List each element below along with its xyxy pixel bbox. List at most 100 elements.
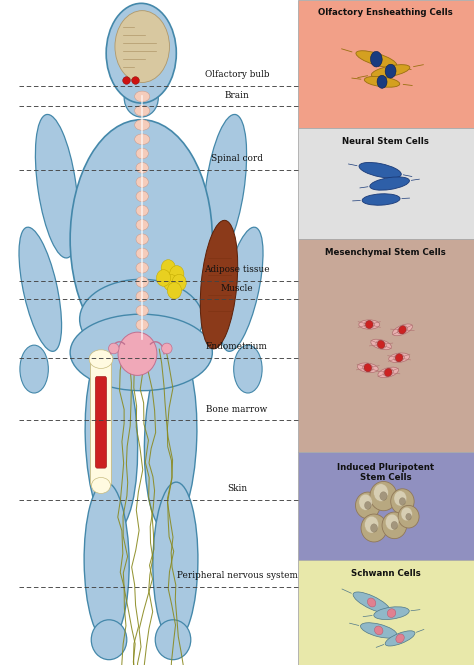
Ellipse shape bbox=[394, 354, 404, 362]
Ellipse shape bbox=[391, 489, 414, 514]
Ellipse shape bbox=[361, 514, 387, 542]
Ellipse shape bbox=[374, 606, 409, 620]
Ellipse shape bbox=[383, 368, 393, 376]
Bar bbox=[298, 128, 474, 239]
Text: Spinal cord: Spinal cord bbox=[211, 154, 263, 163]
Ellipse shape bbox=[378, 367, 399, 378]
Ellipse shape bbox=[109, 343, 119, 354]
Ellipse shape bbox=[362, 194, 400, 205]
Ellipse shape bbox=[36, 114, 78, 258]
Text: Olfactory Ensheathing Cells: Olfactory Ensheathing Cells bbox=[319, 8, 453, 17]
Ellipse shape bbox=[398, 505, 419, 528]
FancyBboxPatch shape bbox=[95, 376, 107, 468]
Ellipse shape bbox=[384, 368, 392, 376]
Ellipse shape bbox=[19, 227, 62, 351]
Bar bbox=[298, 560, 474, 665]
Ellipse shape bbox=[70, 315, 212, 391]
Ellipse shape bbox=[136, 219, 148, 230]
Ellipse shape bbox=[401, 507, 412, 521]
Ellipse shape bbox=[359, 494, 372, 510]
Bar bbox=[298, 0, 474, 128]
Text: Bone marrow: Bone marrow bbox=[206, 404, 268, 414]
Ellipse shape bbox=[399, 326, 406, 334]
Ellipse shape bbox=[135, 134, 150, 144]
Ellipse shape bbox=[136, 277, 148, 287]
Ellipse shape bbox=[234, 345, 262, 393]
Ellipse shape bbox=[365, 501, 371, 509]
Ellipse shape bbox=[374, 484, 388, 501]
Ellipse shape bbox=[364, 321, 374, 329]
Ellipse shape bbox=[397, 326, 408, 334]
Ellipse shape bbox=[145, 346, 197, 532]
Ellipse shape bbox=[135, 120, 150, 130]
Ellipse shape bbox=[85, 346, 137, 532]
Ellipse shape bbox=[84, 482, 129, 642]
Ellipse shape bbox=[374, 626, 383, 635]
Ellipse shape bbox=[172, 274, 186, 291]
Ellipse shape bbox=[361, 622, 397, 638]
Text: Olfactory bulb: Olfactory bulb bbox=[205, 70, 269, 79]
Ellipse shape bbox=[200, 220, 238, 349]
Text: Induced Pluripotent
Stem Cells: Induced Pluripotent Stem Cells bbox=[337, 463, 434, 482]
Text: Brain: Brain bbox=[225, 90, 249, 100]
Ellipse shape bbox=[136, 148, 148, 159]
Ellipse shape bbox=[382, 512, 407, 539]
Text: Adipose tissue: Adipose tissue bbox=[204, 265, 270, 274]
Ellipse shape bbox=[89, 350, 113, 368]
Ellipse shape bbox=[389, 353, 410, 362]
Text: Muscle: Muscle bbox=[221, 283, 253, 293]
Text: Schwann Cells: Schwann Cells bbox=[351, 569, 421, 579]
Ellipse shape bbox=[376, 340, 386, 348]
Ellipse shape bbox=[115, 11, 169, 82]
Ellipse shape bbox=[377, 340, 385, 348]
Ellipse shape bbox=[136, 191, 148, 201]
Text: Peripheral nervous system: Peripheral nervous system bbox=[176, 571, 298, 580]
Ellipse shape bbox=[357, 363, 378, 372]
Bar bbox=[298, 452, 474, 560]
Ellipse shape bbox=[385, 631, 415, 646]
Ellipse shape bbox=[365, 321, 373, 329]
Ellipse shape bbox=[365, 516, 379, 533]
Ellipse shape bbox=[136, 291, 148, 302]
Ellipse shape bbox=[136, 177, 148, 188]
Bar bbox=[298, 239, 474, 452]
Ellipse shape bbox=[136, 305, 148, 316]
Ellipse shape bbox=[385, 65, 396, 78]
Ellipse shape bbox=[156, 270, 171, 286]
Text: Neural Stem Cells: Neural Stem Cells bbox=[342, 136, 429, 146]
Ellipse shape bbox=[370, 177, 410, 190]
Ellipse shape bbox=[167, 282, 182, 299]
Text: Skin: Skin bbox=[227, 484, 247, 493]
Ellipse shape bbox=[392, 324, 412, 336]
Text: Endometrium: Endometrium bbox=[206, 342, 268, 351]
Ellipse shape bbox=[391, 521, 398, 529]
Ellipse shape bbox=[406, 513, 411, 520]
Ellipse shape bbox=[394, 491, 407, 506]
Ellipse shape bbox=[371, 65, 410, 78]
Ellipse shape bbox=[135, 105, 150, 116]
Ellipse shape bbox=[364, 364, 372, 372]
Ellipse shape bbox=[161, 259, 175, 277]
Ellipse shape bbox=[356, 51, 397, 68]
Ellipse shape bbox=[162, 343, 172, 354]
Ellipse shape bbox=[136, 162, 148, 173]
Ellipse shape bbox=[385, 514, 399, 530]
Ellipse shape bbox=[204, 114, 246, 258]
Ellipse shape bbox=[370, 481, 397, 511]
Ellipse shape bbox=[135, 91, 150, 102]
Ellipse shape bbox=[136, 263, 148, 273]
Ellipse shape bbox=[136, 234, 148, 245]
Ellipse shape bbox=[380, 491, 387, 501]
Ellipse shape bbox=[377, 75, 387, 88]
Ellipse shape bbox=[136, 248, 148, 259]
Ellipse shape bbox=[136, 205, 148, 216]
Ellipse shape bbox=[353, 592, 390, 613]
FancyBboxPatch shape bbox=[91, 357, 111, 487]
Ellipse shape bbox=[136, 334, 148, 344]
Ellipse shape bbox=[20, 345, 48, 393]
Ellipse shape bbox=[91, 620, 127, 660]
Ellipse shape bbox=[363, 364, 373, 372]
Ellipse shape bbox=[118, 332, 157, 375]
Ellipse shape bbox=[70, 120, 212, 359]
Ellipse shape bbox=[164, 274, 178, 291]
